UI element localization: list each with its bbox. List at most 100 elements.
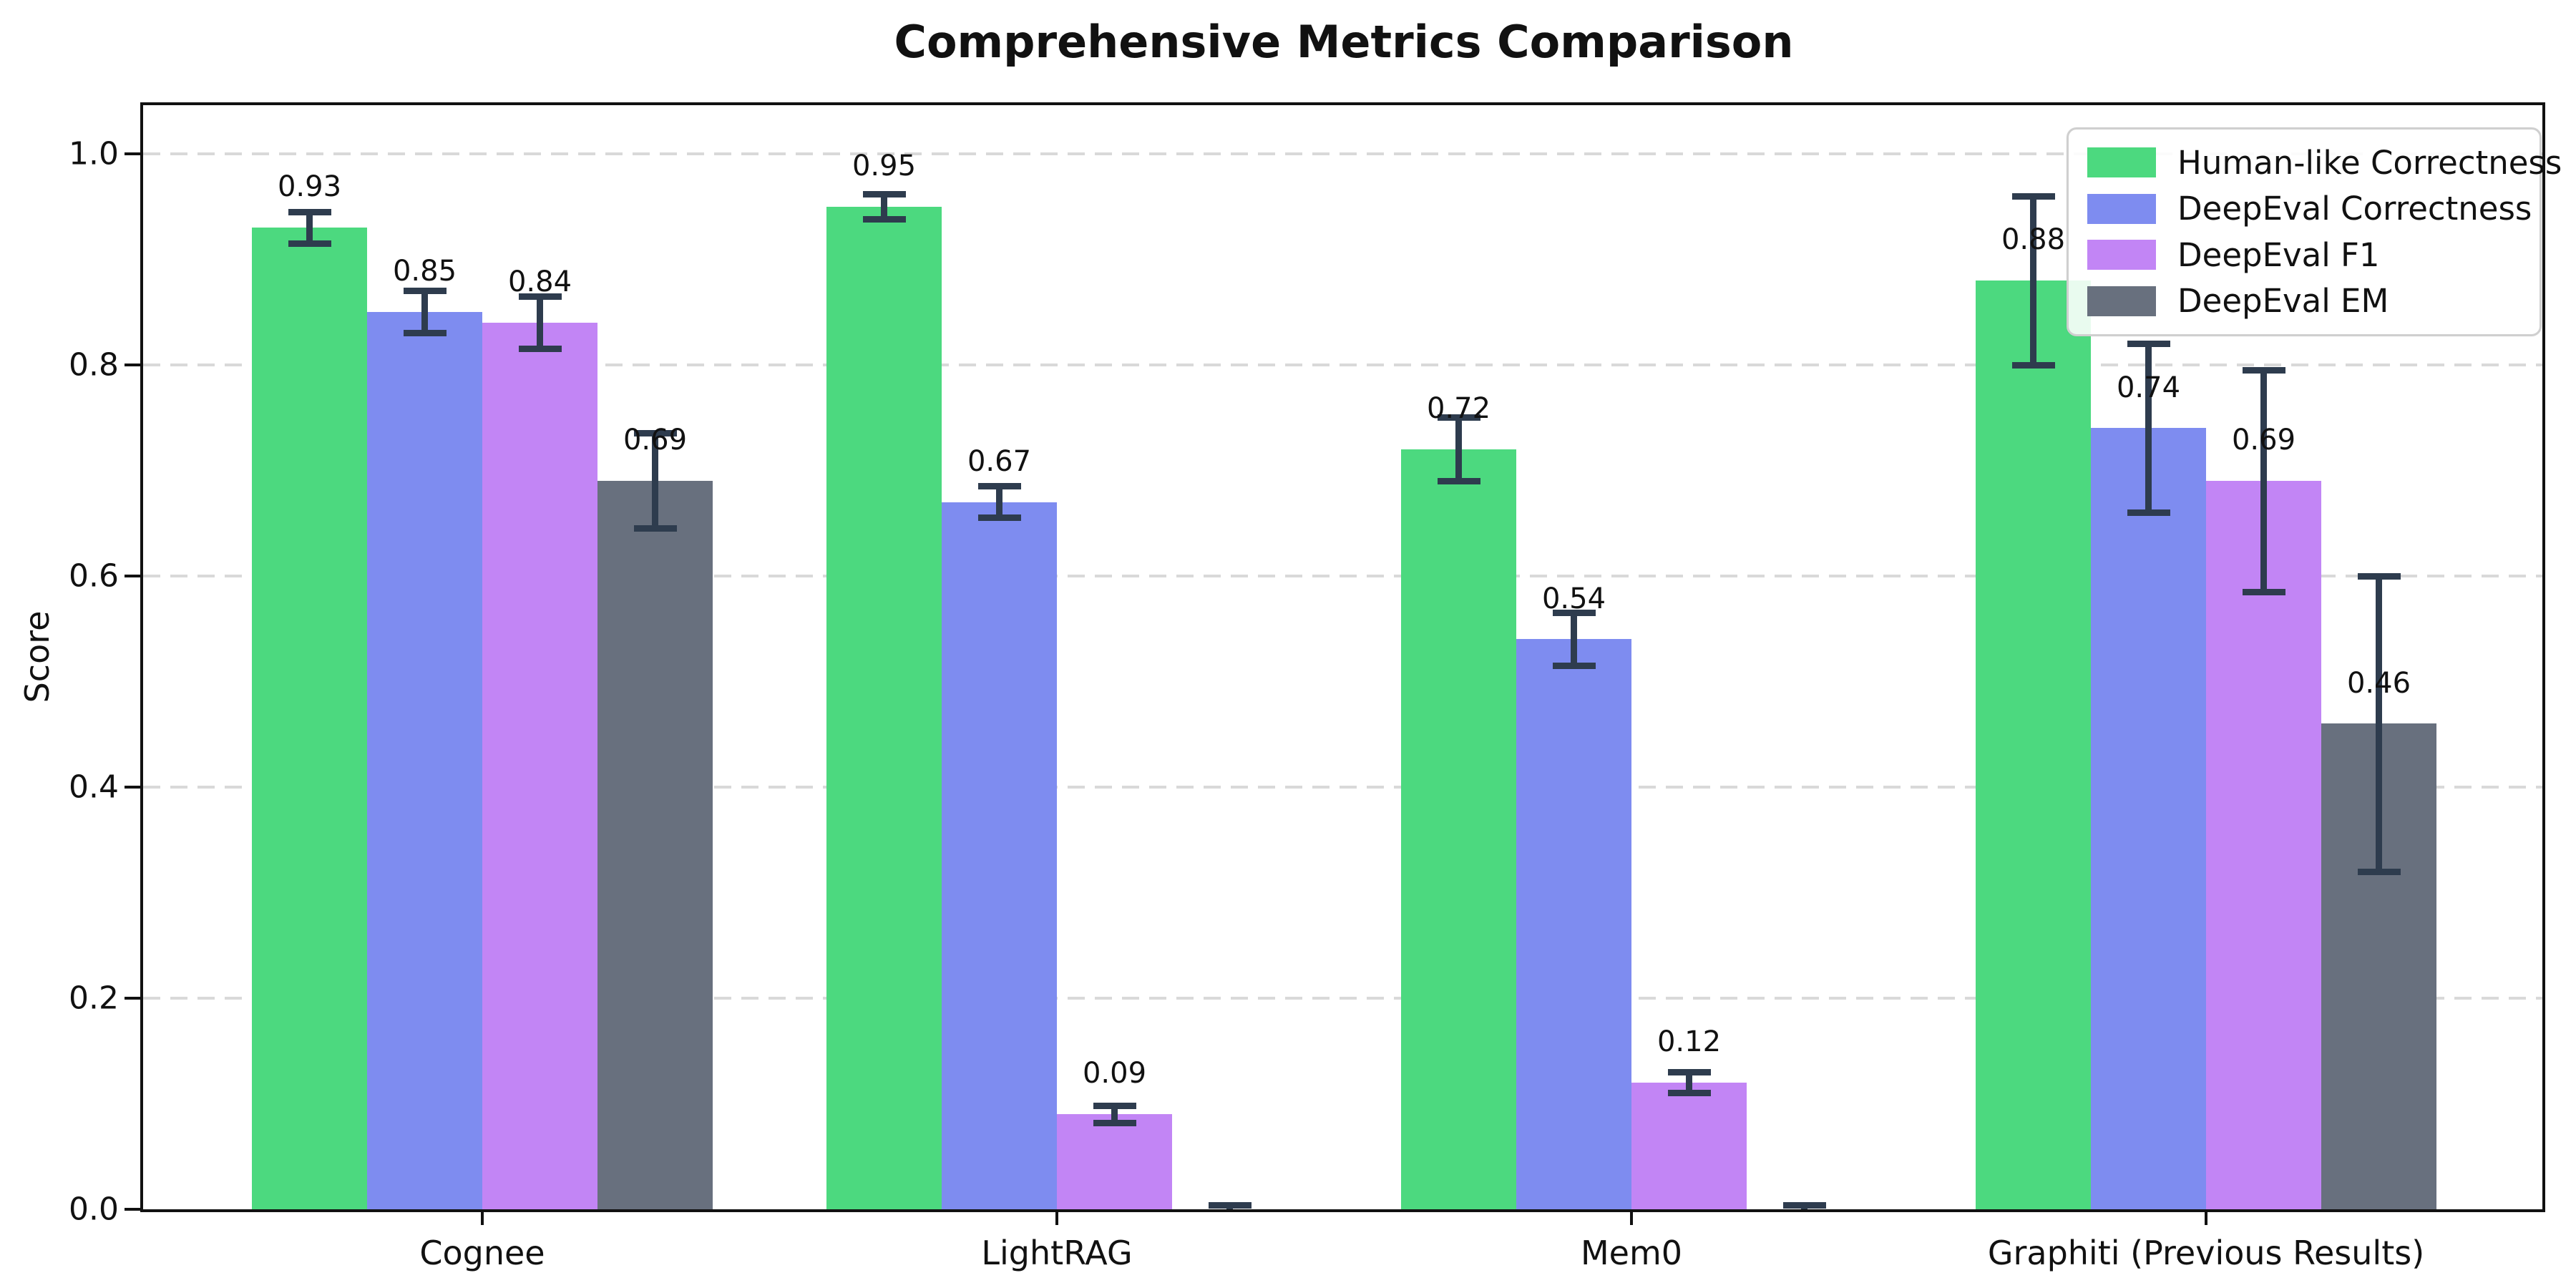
bar-human-like-correctness-graphiti-previous-results (1976, 280, 2091, 1209)
y-tick-mark (125, 364, 140, 366)
value-label-deepeval-f1-cognee: 0.84 (507, 265, 572, 298)
errorbar-cap-top (288, 208, 331, 215)
y-tick-label: 0.8 (69, 346, 119, 384)
value-label-deepeval-em-graphiti-previous-results: 0.46 (2346, 666, 2411, 700)
errorbar-cap-bottom (288, 240, 331, 247)
x-tick-mark-cognee (481, 1209, 484, 1225)
errorbar-cap-top (403, 288, 447, 295)
value-label-deepeval-correctness-mem0: 0.54 (1541, 582, 1606, 615)
errorbar-cap-top (633, 430, 677, 437)
gridline-0.8 (143, 364, 2542, 366)
y-tick-label: 0.2 (69, 980, 119, 1017)
errorbar-deepeval-correctness-cognee (421, 291, 428, 333)
y-tick-label: 0.0 (69, 1191, 119, 1228)
value-label-deepeval-f1-lightrag: 0.09 (1082, 1057, 1147, 1091)
bar-human-like-correctness-lightrag (826, 207, 942, 1209)
bar-human-like-correctness-cognee (252, 228, 367, 1209)
legend-label-deepeval-correctness: DeepEval Correctness (2177, 190, 2532, 228)
bar-deepeval-correctness-cognee (367, 312, 482, 1209)
errorbar-deepeval-f1-lightrag (1111, 1106, 1118, 1123)
x-tick-mark-graphiti-previous-results (2205, 1209, 2207, 1225)
errorbar-cap-top (1437, 414, 1480, 421)
errorbar-cap-top (1667, 1068, 1711, 1075)
bar-deepeval-em-cognee (597, 481, 713, 1209)
errorbar-cap-top (977, 483, 1021, 490)
errorbar-deepeval-correctness-graphiti-previous-results (2145, 343, 2152, 513)
chart-title: Comprehensive Metrics Comparison (894, 16, 1794, 68)
x-tick-mark-lightrag (1055, 1209, 1058, 1225)
errorbar-cap-top (2357, 572, 2401, 580)
x-tick-label-cognee: Cognee (419, 1234, 545, 1272)
errorbar-cap-bottom (2127, 509, 2170, 516)
errorbar-cap-bottom (1667, 1090, 1711, 1097)
bar-human-like-correctness-mem0 (1401, 449, 1516, 1209)
legend-swatch-deepeval-correctness (2087, 193, 2156, 224)
bar-deepeval-f1-cognee (482, 323, 597, 1209)
errorbar-cap-top (1208, 1201, 1252, 1209)
errorbar-cap-bottom (862, 215, 906, 223)
errorbar-human-like-correctness-cognee (306, 212, 313, 244)
errorbar-cap-top (1782, 1201, 1826, 1209)
errorbar-cap-bottom (403, 330, 447, 337)
errorbar-cap-bottom (977, 514, 1021, 522)
errorbar-cap-top (1552, 610, 1596, 617)
errorbar-cap-top (2011, 192, 2055, 200)
bar-deepeval-f1-mem0 (1631, 1083, 1747, 1209)
errorbar-cap-bottom (518, 346, 562, 353)
legend-swatch-deepeval-f1 (2087, 240, 2156, 270)
gridline-0.2 (143, 997, 2542, 1000)
errorbar-cap-top (2127, 341, 2170, 347)
errorbar-deepeval-f1-graphiti-previous-results (2260, 370, 2267, 592)
legend-label-human-like-correctness: Human-like Correctness (2177, 143, 2562, 182)
y-tick-mark (125, 997, 140, 1000)
legend-item-human-like-correctness: Human-like Correctness (2087, 144, 2562, 182)
value-label-deepeval-em-cognee: 0.69 (623, 424, 688, 457)
value-label-deepeval-correctness-cognee: 0.85 (392, 255, 457, 288)
value-label-deepeval-correctness-graphiti-previous-results: 0.74 (2116, 371, 2181, 404)
errorbar-human-like-correctness-graphiti-previous-results (2030, 196, 2036, 365)
x-tick-label-mem0: Mem0 (1580, 1234, 1683, 1272)
errorbar-cap-top (862, 190, 906, 197)
errorbar-cap-top (518, 293, 562, 300)
errorbar-cap-bottom (2011, 361, 2055, 369)
gridline-1.0 (143, 152, 2542, 155)
x-tick-mark-mem0 (1630, 1209, 1633, 1225)
y-tick-mark (125, 786, 140, 789)
legend-label-deepeval-f1: DeepEval F1 (2177, 235, 2380, 274)
x-tick-label-graphiti-previous-results: Graphiti (Previous Results) (1987, 1234, 2425, 1272)
legend-item-deepeval-em: DeepEval EM (2087, 282, 2521, 320)
errorbar-cap-bottom (633, 525, 677, 532)
legend-swatch-deepeval-em (2087, 286, 2156, 316)
errorbar-deepeval-f1-mem0 (1686, 1072, 1692, 1093)
value-label-deepeval-correctness-lightrag: 0.67 (967, 444, 1032, 478)
y-axis-label: Score (18, 610, 57, 703)
gridline-0.6 (143, 575, 2542, 577)
bar-deepeval-correctness-mem0 (1516, 639, 1631, 1209)
bar-deepeval-correctness-graphiti-previous-results (2091, 428, 2206, 1209)
y-tick-label: 1.0 (69, 135, 119, 172)
value-label-human-like-correctness-mem0: 0.72 (1426, 392, 1491, 425)
x-tick-label-lightrag: LightRAG (981, 1234, 1133, 1272)
errorbar-cap-bottom (2242, 588, 2285, 595)
errorbar-deepeval-em-cognee (652, 433, 658, 529)
bar-deepeval-f1-graphiti-previous-results (2206, 481, 2321, 1209)
errorbar-deepeval-em-graphiti-previous-results (2376, 576, 2382, 872)
value-label-human-like-correctness-graphiti-previous-results: 0.88 (2001, 223, 2066, 256)
errorbar-cap-bottom (1093, 1119, 1136, 1126)
value-label-human-like-correctness-lightrag: 0.95 (852, 149, 917, 182)
errorbar-human-like-correctness-mem0 (1455, 417, 1462, 482)
errorbar-cap-bottom (1552, 662, 1596, 669)
y-tick-label: 0.4 (69, 769, 119, 806)
value-label-human-like-correctness-cognee: 0.93 (277, 170, 342, 204)
errorbar-deepeval-correctness-lightrag (996, 486, 1002, 518)
y-tick-mark (125, 1208, 140, 1211)
value-label-deepeval-f1-mem0: 0.12 (1657, 1025, 1722, 1058)
errorbar-cap-top (2242, 366, 2285, 374)
errorbar-cap-top (1093, 1102, 1136, 1109)
value-label-deepeval-f1-graphiti-previous-results: 0.69 (2231, 424, 2296, 457)
legend-item-deepeval-correctness: DeepEval Correctness (2087, 190, 2532, 228)
bar-deepeval-f1-lightrag (1057, 1114, 1172, 1209)
legend-swatch-human-like-correctness (2087, 147, 2156, 178)
errorbar-cap-bottom (2357, 868, 2401, 875)
